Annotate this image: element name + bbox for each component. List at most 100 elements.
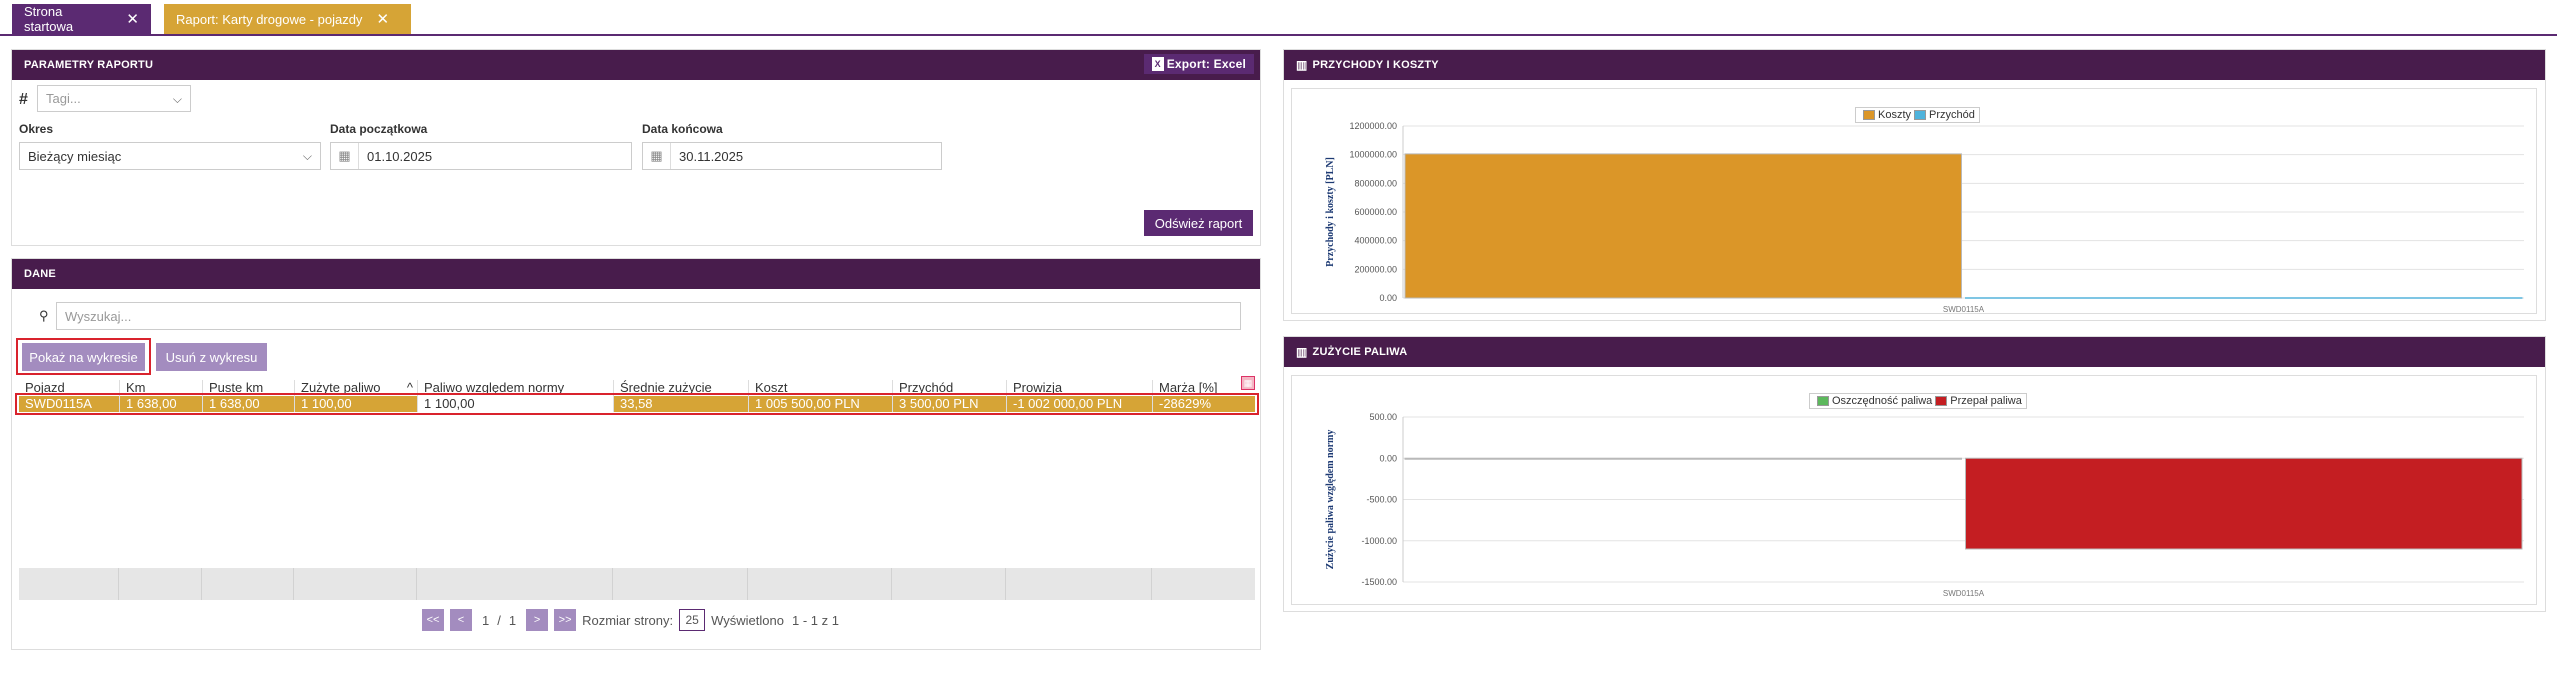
close-icon[interactable]: ✕ bbox=[376, 11, 390, 28]
column-header-commission[interactable]: Prowizja bbox=[1006, 380, 1152, 396]
end-date-field[interactable]: ▦ 30.11.2025 bbox=[642, 142, 942, 170]
bar-chart-icon: ▥ bbox=[1296, 58, 1308, 72]
y-tick-label: 800000.00 bbox=[1354, 178, 1397, 188]
y-tick-label: 1000000.00 bbox=[1349, 150, 1397, 160]
row-highlight-box bbox=[15, 393, 1259, 415]
end-date-value: 30.11.2025 bbox=[679, 148, 744, 164]
data-panel: DANE ⚲ Wyszukaj... Pokaż na wykresie Usu… bbox=[11, 258, 1261, 650]
x-tick-label: SWD0115A bbox=[1943, 589, 1985, 598]
legend-label: Przychód bbox=[1929, 109, 1975, 121]
column-header-avg-consumption[interactable]: Średnie zużycie bbox=[613, 380, 748, 396]
cell-empty-km: 1 638,00 bbox=[202, 396, 294, 412]
calendar-icon[interactable]: ▦ bbox=[643, 143, 671, 169]
close-icon[interactable]: ✕ bbox=[126, 11, 139, 28]
panel-header: PARAMETRY RAPORTU X Export: Excel bbox=[12, 50, 1260, 80]
y-axis-label: Przychody i koszty [PLN] bbox=[1325, 157, 1336, 267]
cell-vehicle: SWD0115A bbox=[25, 396, 92, 411]
grid-footer bbox=[19, 568, 1255, 600]
panel-title: PARAMETRY RAPORTU bbox=[24, 59, 154, 71]
end-date-label: Data końcowa bbox=[642, 122, 723, 136]
chevron-down-icon: ⌵ bbox=[302, 149, 312, 163]
panel-header: ▥ PRZYCHODY I KOSZTY bbox=[1284, 50, 2545, 80]
panel-title: PRZYCHODY I KOSZTY bbox=[1312, 59, 1439, 71]
legend-label: Przepał paliwa bbox=[1950, 395, 2022, 407]
tab-report[interactable]: Raport: Karty drogowe - pojazdy ✕ bbox=[164, 4, 411, 34]
page-current: 1 bbox=[482, 612, 490, 628]
cell-margin: -28629% bbox=[1152, 396, 1252, 412]
column-header-pojazd[interactable]: Pojazd bbox=[25, 380, 65, 395]
bar-a bbox=[1404, 457, 1962, 460]
cell-cost: 1 005 500,00 PLN bbox=[748, 396, 892, 412]
shown-label: Wyświetlono bbox=[711, 612, 784, 628]
y-tick-label: -1000.00 bbox=[1361, 536, 1397, 546]
column-header-margin[interactable]: Marża [%] bbox=[1152, 380, 1252, 396]
legend-swatch-income bbox=[1914, 110, 1927, 120]
cell-avg-consumption: 33,58 bbox=[613, 396, 748, 412]
cell-income: 3 500,00 PLN bbox=[892, 396, 1006, 412]
period-label: Okres bbox=[19, 122, 54, 136]
pager: << < 1 / 1 > >> Rozmiar strony: 25 Wyświ… bbox=[422, 609, 839, 631]
export-excel-button[interactable]: X Export: Excel bbox=[1143, 54, 1254, 74]
chart-legend: Oszczędność paliwa Przepał paliwa bbox=[1809, 393, 2027, 409]
column-settings-icon[interactable]: ▦ bbox=[1241, 376, 1255, 390]
legend-label: Koszty bbox=[1878, 109, 1912, 121]
last-page-button[interactable]: >> bbox=[554, 609, 577, 631]
column-header-cost[interactable]: Koszt bbox=[748, 380, 892, 396]
start-date-field[interactable]: ▦ 01.10.2025 bbox=[330, 142, 632, 170]
y-tick-label: -1500.00 bbox=[1361, 577, 1397, 587]
column-header-km[interactable]: Km bbox=[119, 380, 202, 396]
search-input[interactable]: Wyszukaj... bbox=[56, 302, 1241, 330]
start-date-label: Data początkowa bbox=[330, 122, 428, 136]
y-tick-label: 500.00 bbox=[1369, 412, 1397, 422]
panel-title: DANE bbox=[24, 268, 56, 280]
calendar-icon[interactable]: ▦ bbox=[331, 143, 359, 169]
tab-start-page[interactable]: Strona startowa ✕ bbox=[12, 4, 151, 34]
y-tick-label: -500.00 bbox=[1366, 495, 1397, 505]
cell-commission: -1 002 000,00 PLN bbox=[1006, 396, 1152, 412]
column-header-income[interactable]: Przychód bbox=[892, 380, 1006, 396]
y-tick-label: 400000.00 bbox=[1354, 236, 1397, 246]
panel-title: ZUŻYCIE PALIWA bbox=[1312, 346, 1408, 358]
panel-header: DANE bbox=[12, 259, 1260, 289]
first-page-button[interactable]: << bbox=[422, 609, 444, 631]
tab-label: Raport: Karty drogowe - pojazdy bbox=[176, 11, 363, 27]
income-cost-panel: ▥ PRZYCHODY I KOSZTY Koszty Przychód 120… bbox=[1283, 49, 2546, 321]
show-on-chart-button[interactable]: Pokaż na wykresie bbox=[22, 343, 145, 371]
search-placeholder: Wyszukaj... bbox=[65, 308, 132, 324]
remove-from-chart-button[interactable]: Usuń z wykresu bbox=[156, 343, 267, 371]
refresh-report-button[interactable]: Odśwież raport bbox=[1144, 210, 1253, 236]
column-header-empty-km[interactable]: Puste km bbox=[202, 380, 294, 396]
period-select[interactable]: Bieżący miesiąc ⌵ bbox=[19, 142, 321, 170]
report-params-panel: PARAMETRY RAPORTU X Export: Excel # Tagi… bbox=[11, 49, 1261, 246]
tab-bar: Strona startowa ✕ Raport: Karty drogowe … bbox=[0, 0, 2557, 36]
column-header-fuel-used[interactable]: Zużyte paliwo ^ bbox=[294, 380, 417, 396]
column-label: Zużyte paliwo bbox=[301, 380, 381, 395]
column-header-fuel-vs-norm[interactable]: Paliwo względem normy bbox=[417, 380, 613, 396]
next-page-button[interactable]: > bbox=[526, 609, 549, 631]
legend-swatch-costs bbox=[1863, 110, 1875, 120]
excel-icon: X bbox=[1151, 57, 1164, 71]
page-size-input[interactable]: 25 bbox=[679, 609, 706, 631]
cell-km: 1 638,00 bbox=[119, 396, 202, 412]
y-tick-label: 600000.00 bbox=[1354, 207, 1397, 217]
y-axis-label: Zużycie paliwa względem normy bbox=[1325, 430, 1336, 570]
shown-value: 1 - 1 z 1 bbox=[791, 612, 839, 628]
chart-area bbox=[1291, 88, 2537, 314]
hash-icon: # bbox=[19, 91, 28, 108]
cell-fuel-vs-norm: 1 100,00 bbox=[417, 396, 613, 412]
page-separator: / bbox=[497, 612, 501, 628]
prev-page-button[interactable]: < bbox=[450, 609, 472, 631]
page-size-label: Rozmiar strony: bbox=[582, 612, 674, 628]
tags-select[interactable]: Tagi... ⌵ bbox=[37, 85, 191, 112]
chevron-down-icon: ⌵ bbox=[172, 92, 182, 106]
table-row[interactable]: SWD0115A 1 638,00 1 638,00 1 100,00 1 10… bbox=[19, 396, 1255, 412]
fuel-chart: 500.00 0.00 -500.00 -1000.00 -1500.00 Zużycie… bbox=[1325, 412, 2524, 598]
y-tick-label: 200000.00 bbox=[1354, 264, 1397, 274]
income-cost-chart: 1200000.00 1000000.00 800000.00 600000.00 40… bbox=[1325, 121, 2524, 314]
tags-placeholder: Tagi... bbox=[46, 91, 81, 106]
x-tick-label: SWD0115A bbox=[1943, 305, 1985, 314]
legend-swatch-savings bbox=[1817, 396, 1829, 406]
bar-b bbox=[1965, 296, 2523, 299]
panel-header: ▥ ZUŻYCIE PALIWA bbox=[1284, 337, 2545, 367]
export-label: Export: Excel bbox=[1166, 57, 1246, 71]
